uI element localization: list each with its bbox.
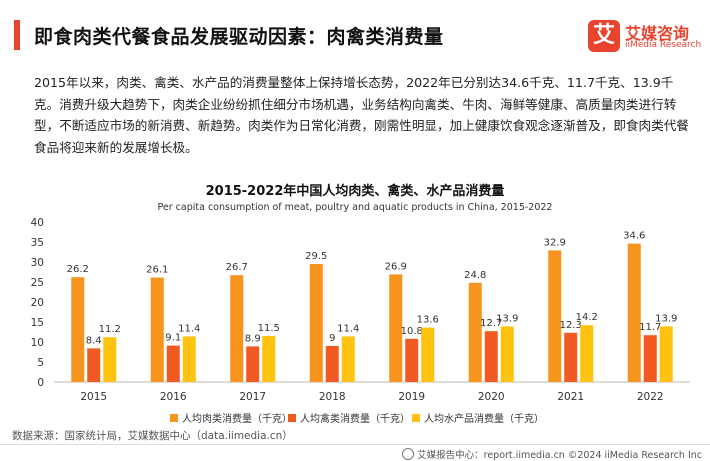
logo-name-cn: 艾媒咨询 [625, 24, 690, 43]
y-tick-label: 10 [31, 337, 44, 349]
y-tick-label: 35 [31, 237, 44, 249]
y-tick-label: 5 [37, 357, 44, 369]
data-label: 10.8 [401, 326, 423, 337]
bar [87, 348, 101, 382]
y-tick-label: 30 [31, 257, 44, 269]
logo-name-en: iiMedia Research [625, 40, 702, 50]
bar [182, 336, 196, 382]
y-tick-label: 25 [31, 277, 44, 289]
bar [548, 250, 562, 382]
data-label: 29.5 [305, 251, 327, 262]
data-label: 14.2 [576, 312, 598, 323]
bar [643, 335, 657, 382]
data-label: 11.5 [258, 323, 280, 334]
footer-divider [0, 444, 710, 445]
x-tick-label: 2020 [478, 391, 505, 403]
data-label: 11.7 [639, 322, 661, 333]
bar [103, 337, 117, 382]
y-tick-label: 15 [31, 317, 44, 329]
footer-credit: 艾媒报告中心：report.iimedia.cn ©2024 iiMedia R… [402, 447, 702, 461]
data-label: 11.2 [99, 324, 121, 335]
bar [421, 327, 435, 382]
data-label: 8.9 [245, 333, 261, 344]
data-label: 8.4 [86, 335, 102, 346]
y-tick-label: 20 [31, 297, 44, 309]
legend-swatch [288, 414, 296, 422]
bar-chart: 0 5 10 15 20 25 30 35 40 2015 26.2 8.411.2 2016 26.1 9… [31, 217, 690, 425]
bar [166, 345, 180, 382]
page-title: 即食肉类代餐食品发展驱动因素：肉禽类消费量 [34, 26, 444, 48]
x-tick-label: 2018 [319, 391, 346, 403]
bar [262, 336, 276, 382]
bar [389, 274, 403, 382]
x-tick-label: 2022 [637, 391, 664, 403]
chart-subtitle: Per capita consumption of meat, poultry … [157, 202, 553, 213]
bar [341, 336, 355, 382]
data-label: 26.2 [67, 264, 89, 275]
footer-text: 艾媒报告中心：report.iimedia.cn ©2024 iiMedia R… [417, 450, 702, 461]
bar [150, 277, 164, 382]
data-label: 26.9 [385, 261, 407, 272]
data-source: 数据来源：国家统计局，艾媒数据中心（data.iimedia.cn） [12, 430, 293, 442]
title-accent-bar [14, 20, 20, 50]
data-label: 24.8 [464, 270, 486, 281]
bar [405, 338, 419, 382]
data-label: 26.7 [226, 262, 248, 273]
bar [659, 326, 673, 382]
bar [580, 325, 594, 382]
y-tick-label: 0 [37, 377, 44, 389]
data-label: 32.9 [544, 237, 566, 248]
bar [500, 326, 514, 382]
x-tick-label: 2021 [557, 391, 584, 403]
chart-title: 2015-2022年中国人均肉类、禽类、水产品消费量 [205, 184, 505, 199]
data-label: 12.7 [480, 318, 502, 329]
data-label: 13.9 [655, 313, 677, 324]
bar [71, 277, 85, 382]
data-label: 11.4 [337, 323, 359, 334]
data-label: 9.1 [165, 333, 181, 344]
data-label: 26.1 [146, 265, 168, 276]
data-label: 13.6 [417, 315, 439, 326]
description-paragraph: 2015年以来，肉类、禽类、水产品的消费量整体上保持增长态势，2022年已分别达… [34, 75, 689, 155]
x-tick-label: 2019 [398, 391, 425, 403]
bar [309, 264, 323, 382]
x-tick-label: 2016 [160, 391, 187, 403]
bar [564, 332, 578, 382]
bar [230, 275, 244, 382]
bar [325, 346, 339, 382]
x-tick-label: 2015 [80, 391, 107, 403]
iimedia-logo-icon: 艾 [588, 20, 620, 52]
bar [468, 282, 482, 382]
x-tick-label: 2017 [239, 391, 266, 403]
brand-logo: 艾 艾媒咨询 iiMedia Research [588, 20, 703, 56]
legend-swatch [170, 414, 178, 422]
data-label: 12.3 [560, 320, 582, 331]
legend-label: 人均禽类消费量（千克） [300, 412, 410, 425]
legend-label: 人均水产品消费量（千克） [424, 412, 544, 425]
data-label: 13.9 [496, 313, 518, 324]
report-center-icon [402, 448, 415, 460]
bar [246, 346, 260, 382]
y-tick-label: 40 [31, 217, 44, 229]
data-label: 34.6 [623, 231, 645, 242]
bar [627, 243, 641, 382]
legend-swatch [412, 414, 420, 422]
data-label: 11.4 [178, 323, 200, 334]
legend-label: 人均肉类消费量（千克） [182, 412, 292, 425]
bar [484, 331, 498, 382]
data-label: 9 [329, 333, 335, 344]
